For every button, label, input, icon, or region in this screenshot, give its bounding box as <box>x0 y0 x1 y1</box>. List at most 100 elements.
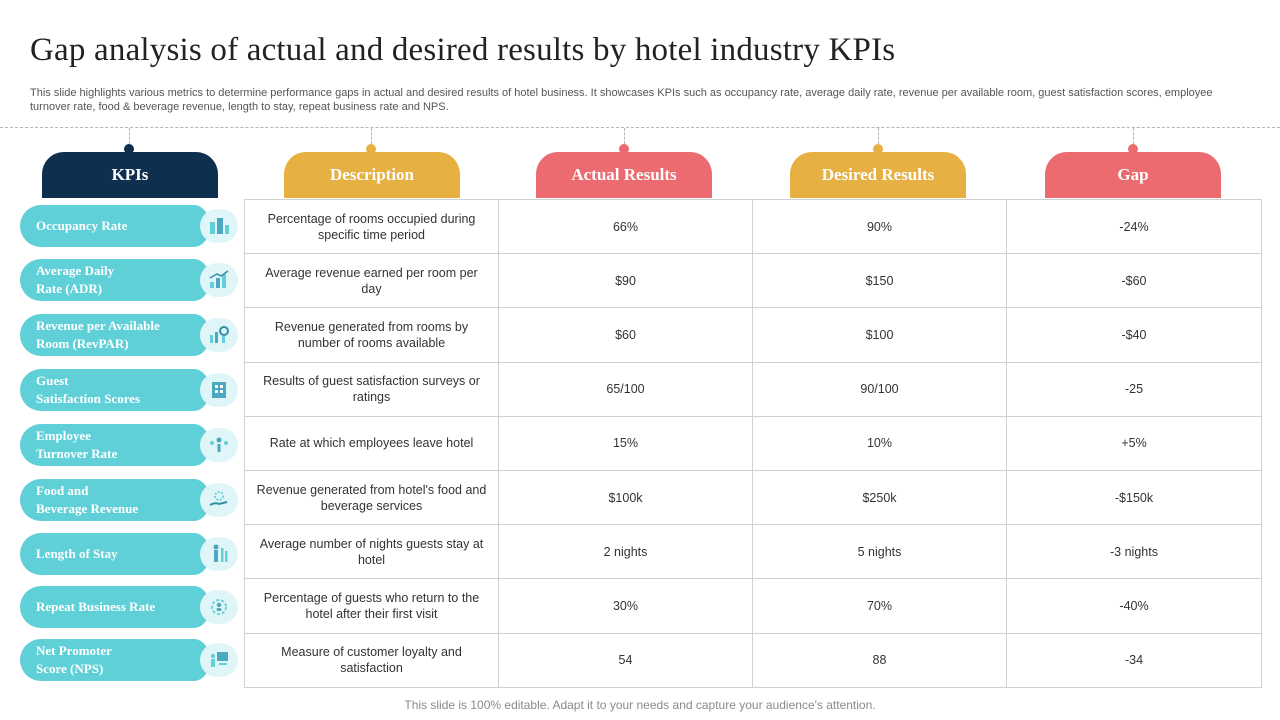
description-cell: Revenue generated from rooms by number o… <box>244 307 499 363</box>
person-bars-icon <box>200 537 238 571</box>
description-cell: Percentage of guests who return to the h… <box>244 578 499 634</box>
kpi-item: Length of Stay <box>20 533 242 575</box>
actual-result-cell: 30% <box>498 578 753 634</box>
kpi-item: Repeat Business Rate <box>20 586 242 628</box>
kpi-label-line2: Beverage Revenue <box>36 501 139 516</box>
description-cell: Average number of nights guests stay at … <box>244 524 499 580</box>
gap-cell: -25 <box>1006 361 1262 417</box>
user-cycle-icon <box>200 590 238 624</box>
header-gap: Gap <box>1045 152 1221 198</box>
actual-result-cell: 2 nights <box>498 524 753 580</box>
connector-desired <box>878 128 879 144</box>
kpi-label: Guest Satisfaction Scores <box>36 372 140 408</box>
description-cell: Revenue generated from hotel's food and … <box>244 469 499 526</box>
kpi-item: Employee Turnover Rate <box>20 424 242 466</box>
hotel-building-icon <box>200 373 238 407</box>
kpi-label: Revenue per Available Room (RevPAR) <box>36 317 160 353</box>
results-table: Percentage of rooms occupied during spec… <box>244 198 1262 688</box>
kpi-pill: Guest Satisfaction Scores <box>20 369 210 411</box>
header-actual-results: Actual Results <box>536 152 712 198</box>
kpi-pill: Employee Turnover Rate <box>20 424 210 466</box>
kpi-label: Food and Beverage Revenue <box>36 482 138 518</box>
table-row: Average number of nights guests stay at … <box>244 524 1262 580</box>
kpi-label: Average Daily Rate (ADR) <box>36 262 114 298</box>
kpi-label-line2: Turnover Rate <box>36 446 118 461</box>
desired-result-cell: 5 nights <box>752 524 1007 580</box>
gap-cell: -24% <box>1006 198 1262 255</box>
kpi-pill: Occupancy Rate <box>20 205 210 247</box>
kpi-pill: Repeat Business Rate <box>20 586 210 628</box>
kpi-pill: Revenue per Available Room (RevPAR) <box>20 314 210 356</box>
gap-cell: -$60 <box>1006 253 1262 309</box>
description-cell: Average revenue earned per room per day <box>244 253 499 309</box>
desired-result-cell: $100 <box>752 307 1007 363</box>
description-cell: Results of guest satisfaction surveys or… <box>244 361 499 417</box>
page-subtitle: This slide highlights various metrics to… <box>30 87 1213 113</box>
kpi-item: Occupancy Rate <box>20 205 242 247</box>
kpi-pill: Average Daily Rate (ADR) <box>20 259 210 301</box>
kpi-label-line2: Room (RevPAR) <box>36 336 129 351</box>
header-kpis: KPIs <box>42 152 218 198</box>
dot-description <box>366 144 376 154</box>
actual-result-cell: 54 <box>498 632 753 688</box>
gap-cell: -34 <box>1006 632 1262 688</box>
chart-gear-icon <box>200 318 238 352</box>
actual-result-cell: $60 <box>498 307 753 363</box>
dot-kpis <box>124 144 134 154</box>
kpi-pill: Length of Stay <box>20 533 210 575</box>
desired-result-cell: 90% <box>752 198 1007 255</box>
table-row: Measure of customer loyalty and satisfac… <box>244 632 1262 688</box>
kpi-label: Length of Stay <box>36 545 118 563</box>
kpi-label-line1: Occupancy Rate <box>36 218 128 233</box>
kpi-item: Average Daily Rate (ADR) <box>20 259 242 301</box>
table-row: Revenue generated from rooms by number o… <box>244 307 1262 363</box>
desired-result-cell: 88 <box>752 632 1007 688</box>
kpi-label-line2: Rate (ADR) <box>36 281 103 296</box>
kpi-label: Net Promoter Score (NPS) <box>36 642 112 678</box>
table-row: Percentage of rooms occupied during spec… <box>244 198 1262 255</box>
kpi-item: Guest Satisfaction Scores <box>20 369 242 411</box>
kpi-label-line1: Length of Stay <box>36 546 118 561</box>
kpi-label-line1: Average Daily <box>36 263 115 278</box>
kpi-label-line1: Guest <box>36 373 69 388</box>
building-chart-icon <box>200 209 238 243</box>
kpi-pill: Food and Beverage Revenue <box>20 479 210 521</box>
kpi-label-line1: Food and <box>36 483 89 498</box>
hand-coins-icon <box>200 483 238 517</box>
kpi-label-line1: Employee <box>36 428 91 443</box>
kpi-item: Food and Beverage Revenue <box>20 479 242 521</box>
dot-gap <box>1128 144 1138 154</box>
kpi-item: Revenue per Available Room (RevPAR) <box>20 314 242 356</box>
people-network-icon <box>200 428 238 462</box>
description-cell: Rate at which employees leave hotel <box>244 415 499 471</box>
kpi-label-line1: Revenue per Available <box>36 318 160 333</box>
table-row: Rate at which employees leave hotel 15% 10… <box>244 415 1262 471</box>
kpi-label-line1: Repeat Business Rate <box>36 599 156 614</box>
header-desired-results: Desired Results <box>790 152 966 198</box>
dot-actual <box>619 144 629 154</box>
bar-chart-icon <box>200 263 238 297</box>
kpi-item: Net Promoter Score (NPS) <box>20 639 242 681</box>
kpi-label-line2: Score (NPS) <box>36 661 104 676</box>
connector-kpis <box>129 128 130 144</box>
kpi-label: Repeat Business Rate <box>36 598 155 616</box>
kpi-label-line2: Satisfaction Scores <box>36 391 141 406</box>
connector-actual <box>624 128 625 144</box>
actual-result-cell: $90 <box>498 253 753 309</box>
kpi-pill: Net Promoter Score (NPS) <box>20 639 210 681</box>
gap-cell: +5% <box>1006 415 1262 471</box>
page-title: Gap analysis of actual and desired resul… <box>30 32 896 68</box>
footer-note: This slide is 100% editable. Adapt it to… <box>404 698 876 712</box>
table-row: Results of guest satisfaction surveys or… <box>244 361 1262 417</box>
desired-result-cell: 90/100 <box>752 361 1007 417</box>
kpi-label: Occupancy Rate <box>36 217 127 235</box>
table-row: Percentage of guests who return to the h… <box>244 578 1262 634</box>
header-description: Description <box>284 152 460 198</box>
gap-cell: -$40 <box>1006 307 1262 363</box>
connector-description <box>371 128 372 144</box>
desired-result-cell: 70% <box>752 578 1007 634</box>
dashed-divider <box>0 127 1280 128</box>
kpi-label-line1: Net Promoter <box>36 643 112 658</box>
desired-result-cell: $150 <box>752 253 1007 309</box>
connector-gap <box>1133 128 1134 144</box>
